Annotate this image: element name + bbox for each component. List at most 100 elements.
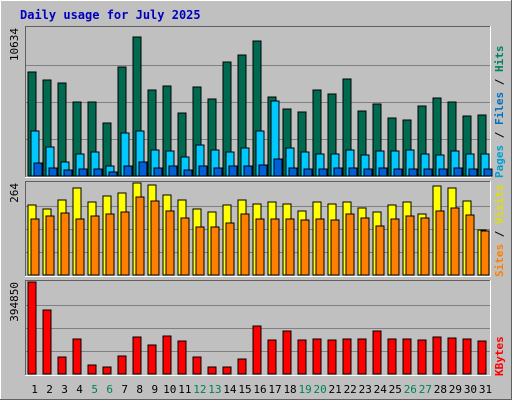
bar-sites-day-6 [105, 213, 115, 276]
bar-kbytes-day-7 [117, 355, 127, 375]
bar-kbytes-day-19 [297, 339, 307, 375]
bar-pages-day-2 [48, 167, 58, 177]
bar-kbytes-day-16 [252, 325, 262, 375]
legend-part: Hits [493, 46, 506, 73]
bar-pages-day-12 [198, 165, 208, 177]
bar-pages-day-3 [63, 169, 73, 177]
bar-sites-day-9 [150, 200, 160, 276]
bar-pages-day-18 [288, 167, 298, 177]
bar-sites-day-3 [60, 212, 70, 276]
chart-panels: 10634 Pages / Files / Hits 264 Sites / Visi… [8, 26, 506, 376]
day-label: 27 [419, 383, 432, 396]
legend-part: / [493, 224, 506, 244]
y-max-label: 264 [8, 183, 21, 203]
bar-kbytes-day-21 [327, 339, 337, 375]
bar-sites-day-18 [285, 218, 295, 276]
bar-sites-day-24 [375, 225, 385, 276]
bar-kbytes-day-15 [237, 358, 247, 375]
bar-kbytes-day-9 [147, 344, 157, 375]
bar-kbytes-day-4 [72, 338, 82, 375]
y-max-label: 10634 [8, 28, 21, 61]
bar-kbytes-day-6 [102, 366, 112, 375]
bar-kbytes-day-22 [342, 338, 352, 375]
day-label: 5 [91, 383, 98, 396]
day-label: 3 [61, 383, 68, 396]
bar-sites-day-4 [75, 218, 85, 276]
bar-sites-day-25 [390, 218, 400, 276]
legend-part: / [493, 72, 506, 92]
bar-pages-day-25 [393, 168, 403, 177]
bar-pages-day-6 [108, 171, 118, 177]
bar-sites-day-13 [210, 226, 220, 276]
day-label: 4 [76, 383, 83, 396]
bar-pages-day-17 [273, 158, 283, 177]
bar-pages-day-28 [438, 168, 448, 177]
bar-pages-day-10 [168, 165, 178, 177]
bar-kbytes-day-13 [207, 366, 217, 375]
bar-pages-day-4 [78, 168, 88, 177]
bar-pages-day-15 [243, 165, 253, 177]
day-label: 26 [404, 383, 417, 396]
bar-kbytes-day-5 [87, 364, 97, 375]
bar-pages-day-30 [468, 168, 478, 177]
day-axis-labels: 1 2 3 4 5 6 7 8 9 10 11 12 13 14 15 16 17 18 19 20 21 22 23 24 2… [31, 383, 492, 396]
day-label: 15 [238, 383, 251, 396]
bar-sites-day-1 [30, 218, 40, 276]
legend-part: Sites [493, 244, 506, 277]
day-label: 9 [151, 383, 158, 396]
bar-pages-day-27 [423, 168, 433, 177]
bar-pages-day-11 [183, 169, 193, 177]
day-label: 28 [434, 383, 447, 396]
bar-kbytes-day-8 [132, 336, 142, 375]
bar-kbytes-day-24 [372, 330, 382, 375]
bar-sites-day-19 [300, 219, 310, 276]
day-label: 30 [464, 383, 477, 396]
bar-sites-day-27 [420, 217, 430, 276]
bar-pages-day-8 [138, 161, 148, 177]
panel-visits: 264 Sites / Visits [8, 181, 506, 277]
bar-kbytes-day-11 [177, 340, 187, 375]
day-label: 11 [178, 383, 191, 396]
day-label: 13 [208, 383, 221, 396]
bar-sites-day-16 [255, 218, 265, 276]
bar-sites-day-5 [90, 215, 100, 276]
bar-sites-day-29 [450, 207, 460, 276]
bar-pages-day-7 [123, 165, 133, 177]
day-label: 10 [163, 383, 176, 396]
bar-kbytes-day-20 [312, 338, 322, 375]
bar-pages-day-9 [153, 167, 163, 177]
bar-sites-day-14 [225, 222, 235, 276]
day-label: 22 [344, 383, 357, 396]
legend-part: / [493, 125, 506, 145]
bar-pages-day-24 [378, 167, 388, 177]
day-label: 20 [314, 383, 327, 396]
bar-sites-day-21 [330, 219, 340, 276]
legend-part: Pages [493, 145, 506, 178]
bar-kbytes-day-3 [57, 356, 67, 375]
bar-kbytes-day-26 [402, 338, 412, 375]
legend-part: Files [493, 92, 506, 125]
bar-kbytes-day-18 [282, 330, 292, 375]
bar-sites-day-8 [135, 196, 145, 276]
bar-sites-day-15 [240, 213, 250, 276]
bar-sites-day-31 [480, 230, 490, 276]
day-label: 24 [374, 383, 388, 396]
bar-kbytes-day-30 [462, 338, 472, 375]
bar-sites-day-7 [120, 211, 130, 276]
bar-kbytes-day-27 [417, 339, 427, 375]
bar-pages-day-22 [348, 167, 358, 177]
bar-kbytes-day-23 [357, 338, 367, 375]
day-label: 21 [329, 383, 342, 396]
bar-kbytes-day-14 [222, 366, 232, 375]
day-label: 31 [479, 383, 492, 396]
series-legend: Pages / Files / Hits [493, 46, 506, 179]
day-label: 12 [193, 383, 206, 396]
legend-part: KBytes [493, 336, 506, 376]
bar-pages-day-13 [213, 167, 223, 177]
series-legend: KBytes [493, 336, 506, 376]
bar-sites-day-26 [405, 215, 415, 276]
bar-pages-day-14 [228, 165, 238, 177]
day-label: 17 [268, 383, 281, 396]
bar-pages-day-29 [453, 167, 463, 177]
bar-kbytes-day-10 [162, 335, 172, 375]
